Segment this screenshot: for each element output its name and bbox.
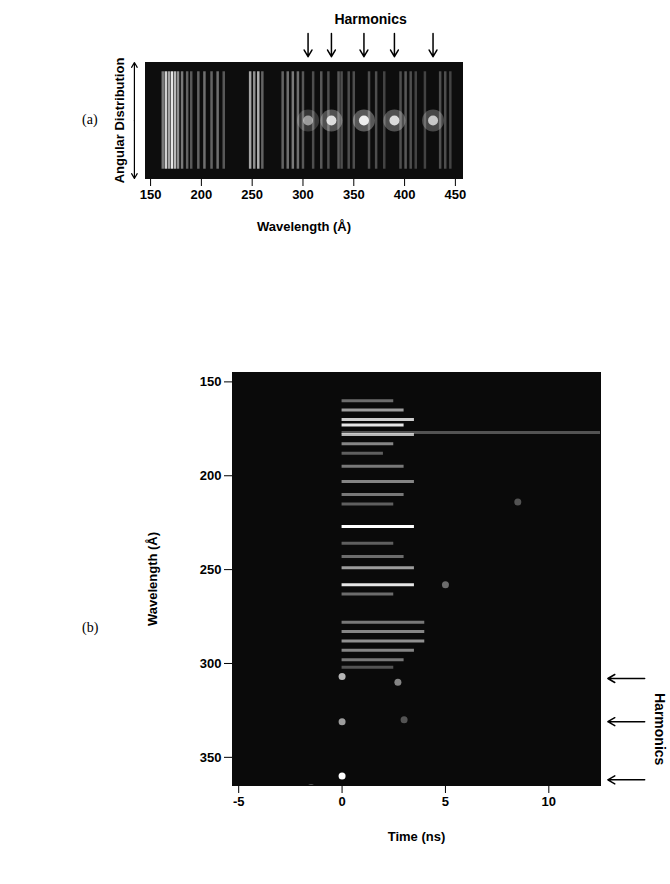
svg-text:Wavelength (Å): Wavelength (Å) xyxy=(145,532,160,626)
svg-text:Angular Distribution: Angular Distribution xyxy=(112,58,127,184)
svg-text:200: 200 xyxy=(200,468,222,483)
svg-text:300: 300 xyxy=(200,656,222,671)
svg-text:250: 250 xyxy=(241,187,263,202)
svg-text:Harmonics: Harmonics xyxy=(652,693,668,766)
svg-text:200: 200 xyxy=(191,187,213,202)
svg-text:Time (ns): Time (ns) xyxy=(388,829,446,844)
svg-text:5: 5 xyxy=(442,794,449,809)
html-text:(a): (a) xyxy=(82,112,98,127)
svg-text:10: 10 xyxy=(542,794,556,809)
svg-text:150: 150 xyxy=(140,187,162,202)
svg-text:250: 250 xyxy=(200,562,222,577)
svg-text:350: 350 xyxy=(343,187,365,202)
svg-text:450: 450 xyxy=(445,187,467,202)
svg-text:0: 0 xyxy=(338,794,345,809)
svg-text:350: 350 xyxy=(200,750,222,765)
svg-text:-5: -5 xyxy=(233,794,245,809)
svg-text:Wavelength (Å): Wavelength (Å) xyxy=(257,219,351,234)
svg-text:Harmonics: Harmonics xyxy=(334,11,407,27)
svg-text:150: 150 xyxy=(200,374,222,389)
svg-text:300: 300 xyxy=(292,187,314,202)
svg-text:400: 400 xyxy=(394,187,416,202)
html-text:(b): (b) xyxy=(82,620,99,635)
